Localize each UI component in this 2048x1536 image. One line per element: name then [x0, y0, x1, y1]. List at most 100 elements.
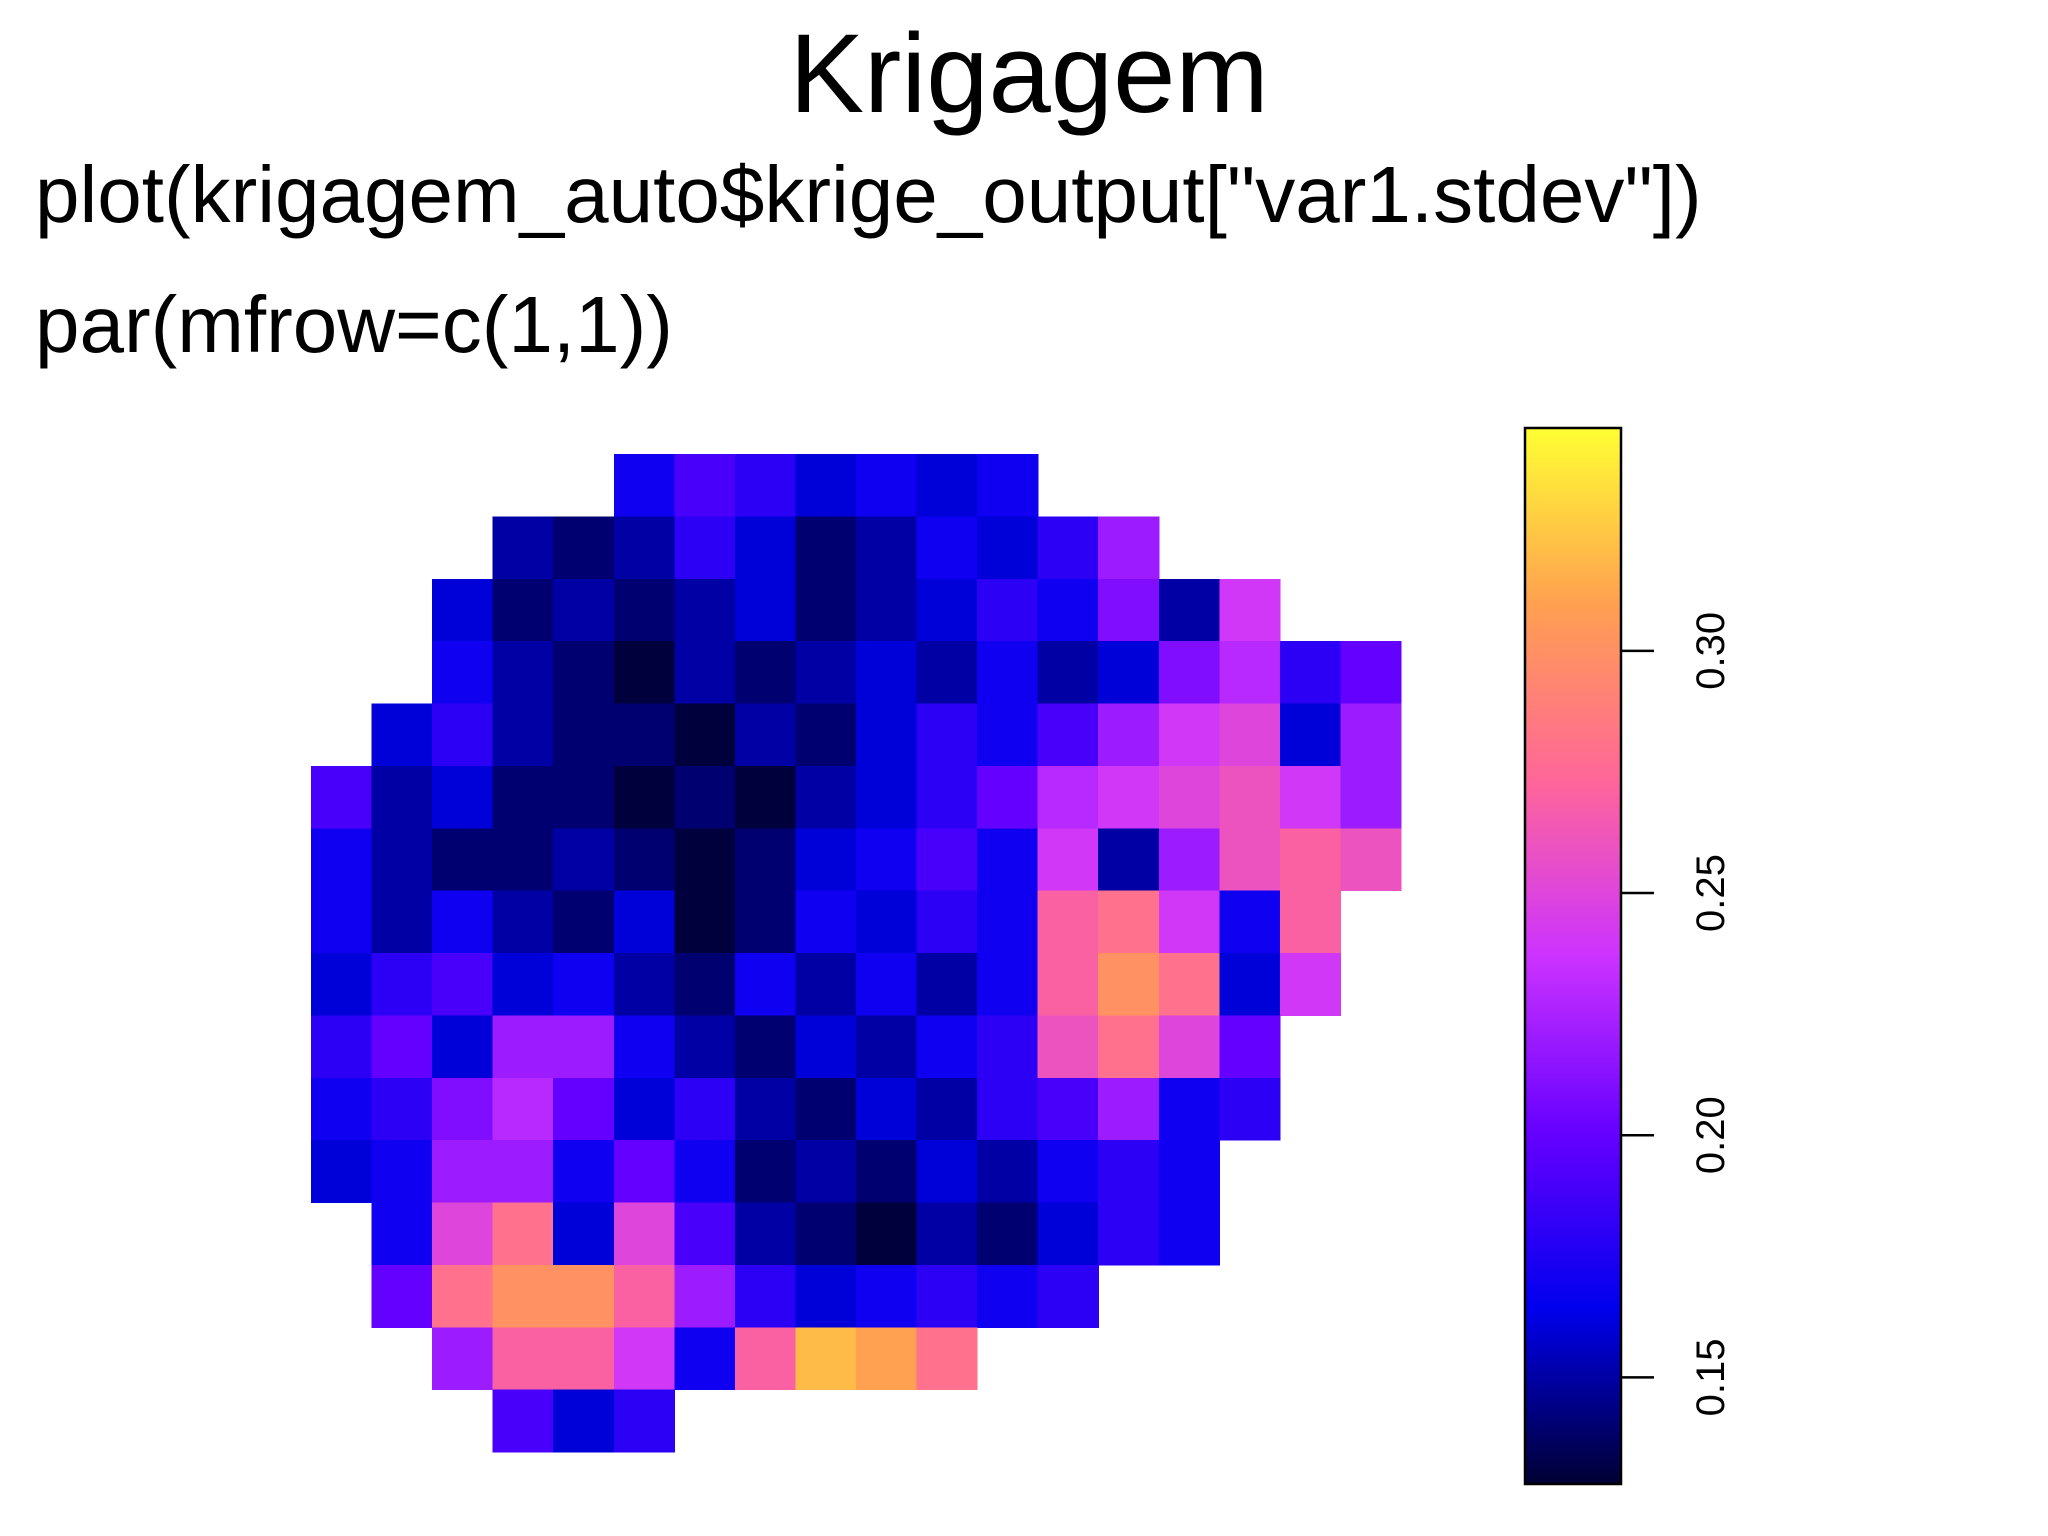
heatmap-cell — [977, 828, 1039, 892]
heatmap-cell — [371, 828, 433, 892]
heatmap-cell — [1098, 953, 1160, 1016]
heatmap-cell — [553, 1202, 615, 1266]
heatmap-cell — [432, 1077, 494, 1141]
heatmap-cell — [674, 1202, 736, 1266]
heatmap-cell — [613, 1264, 675, 1328]
heatmap-cell — [492, 953, 554, 1016]
color-bar — [1523, 426, 1623, 1486]
heatmap-cell — [613, 1077, 675, 1141]
heatmap-cell — [674, 765, 736, 829]
heatmap-cell — [856, 516, 918, 580]
heatmap-cell — [432, 578, 494, 642]
heatmap-cell — [916, 1077, 978, 1141]
heatmap-cell — [1098, 578, 1160, 642]
heatmap-cell — [311, 1015, 373, 1079]
heatmap-cell — [1340, 641, 1402, 705]
heatmap-cell — [613, 454, 675, 517]
heatmap-cell — [1098, 828, 1160, 892]
heatmap-cell — [311, 953, 373, 1016]
heatmap-cell — [1158, 1202, 1220, 1266]
heatmap-cell — [492, 1015, 554, 1079]
heatmap-cell — [1279, 641, 1342, 705]
heatmap-cell — [1158, 890, 1220, 954]
heatmap-cell — [613, 578, 675, 642]
heatmap-cell — [734, 454, 797, 517]
heatmap-cell — [1098, 1015, 1160, 1079]
heatmap-cell — [916, 1202, 978, 1266]
heatmap-cell — [674, 828, 736, 892]
heatmap-cell — [856, 454, 918, 517]
heatmap-cell — [1219, 641, 1281, 705]
heatmap-cell — [553, 578, 615, 642]
heatmap-cell — [856, 953, 918, 1016]
heatmap-cell — [311, 890, 373, 954]
heatmap-cell — [977, 953, 1039, 1016]
heatmap-cell — [674, 516, 736, 580]
heatmap-cell — [1219, 1077, 1281, 1141]
heatmap-cell — [613, 516, 675, 580]
heatmap-cell — [856, 1264, 918, 1328]
heatmap-cell — [371, 890, 433, 954]
heatmap-cell — [432, 1015, 494, 1079]
heatmap-cell — [916, 1140, 978, 1204]
heatmap-cell — [492, 1389, 554, 1453]
heatmap-cell — [977, 890, 1039, 954]
heatmap-cell — [1158, 1015, 1220, 1079]
heatmap-cell — [613, 953, 675, 1016]
heatmap-cell — [916, 890, 978, 954]
heatmap-cell — [1037, 890, 1099, 954]
heatmap-cell — [1340, 828, 1402, 892]
heatmap-cell — [1279, 953, 1342, 1016]
heatmap-cell — [674, 578, 736, 642]
heatmap-cell — [1037, 828, 1099, 892]
heatmap-cell — [432, 1140, 494, 1204]
heatmap-cell — [977, 1077, 1039, 1141]
heatmap-cell — [916, 765, 978, 829]
heatmap-cell — [613, 1140, 675, 1204]
heatmap-cell — [856, 1077, 918, 1141]
heatmap-cell — [1037, 516, 1099, 580]
heatmap-cell — [734, 953, 797, 1016]
heatmap-cell — [1037, 953, 1099, 1016]
heatmap-cell — [856, 1327, 918, 1391]
heatmap-cell — [795, 1140, 857, 1204]
heatmap-cell — [432, 703, 494, 767]
heatmap-cell — [492, 1077, 554, 1141]
heatmap-cell — [734, 703, 797, 767]
heatmap-cell — [734, 890, 797, 954]
heatmap-cell — [734, 1140, 797, 1204]
heatmap-cell — [1037, 765, 1099, 829]
heatmap-cell — [492, 516, 554, 580]
heatmap-cell — [1279, 890, 1342, 954]
heatmap-cell — [1037, 1015, 1099, 1079]
heatmap-cell — [977, 578, 1039, 642]
heatmap-cell — [553, 953, 615, 1016]
heatmap-cell — [613, 1389, 675, 1453]
heatmap-cell — [1219, 953, 1281, 1016]
heatmap-cell — [916, 703, 978, 767]
heatmap-cell — [613, 1202, 675, 1266]
heatmap-cell — [734, 641, 797, 705]
heatmap-cell — [1219, 703, 1281, 767]
heatmap-cell — [553, 703, 615, 767]
heatmap-cell — [492, 1264, 554, 1328]
heatmap-cell — [916, 1015, 978, 1079]
code-line: plot(krigagem_auto$krige_output["var1.st… — [35, 150, 1702, 239]
heatmap-cell — [1098, 1140, 1160, 1204]
heatmap-cell — [674, 1015, 736, 1079]
heatmap-cell — [916, 578, 978, 642]
heatmap-cell — [977, 641, 1039, 705]
heatmap-cell — [977, 454, 1039, 517]
heatmap-cell — [432, 953, 494, 1016]
heatmap-cell — [613, 828, 675, 892]
heatmap-cell — [311, 828, 373, 892]
heatmap-cell — [553, 641, 615, 705]
heatmap-cell — [734, 765, 797, 829]
heatmap-cell — [734, 1015, 797, 1079]
heatmap-cell — [916, 516, 978, 580]
heatmap-cell — [674, 1140, 736, 1204]
heatmap-cell — [674, 454, 736, 517]
heatmap-cell — [1158, 953, 1220, 1016]
heatmap-cell — [1037, 1264, 1099, 1328]
